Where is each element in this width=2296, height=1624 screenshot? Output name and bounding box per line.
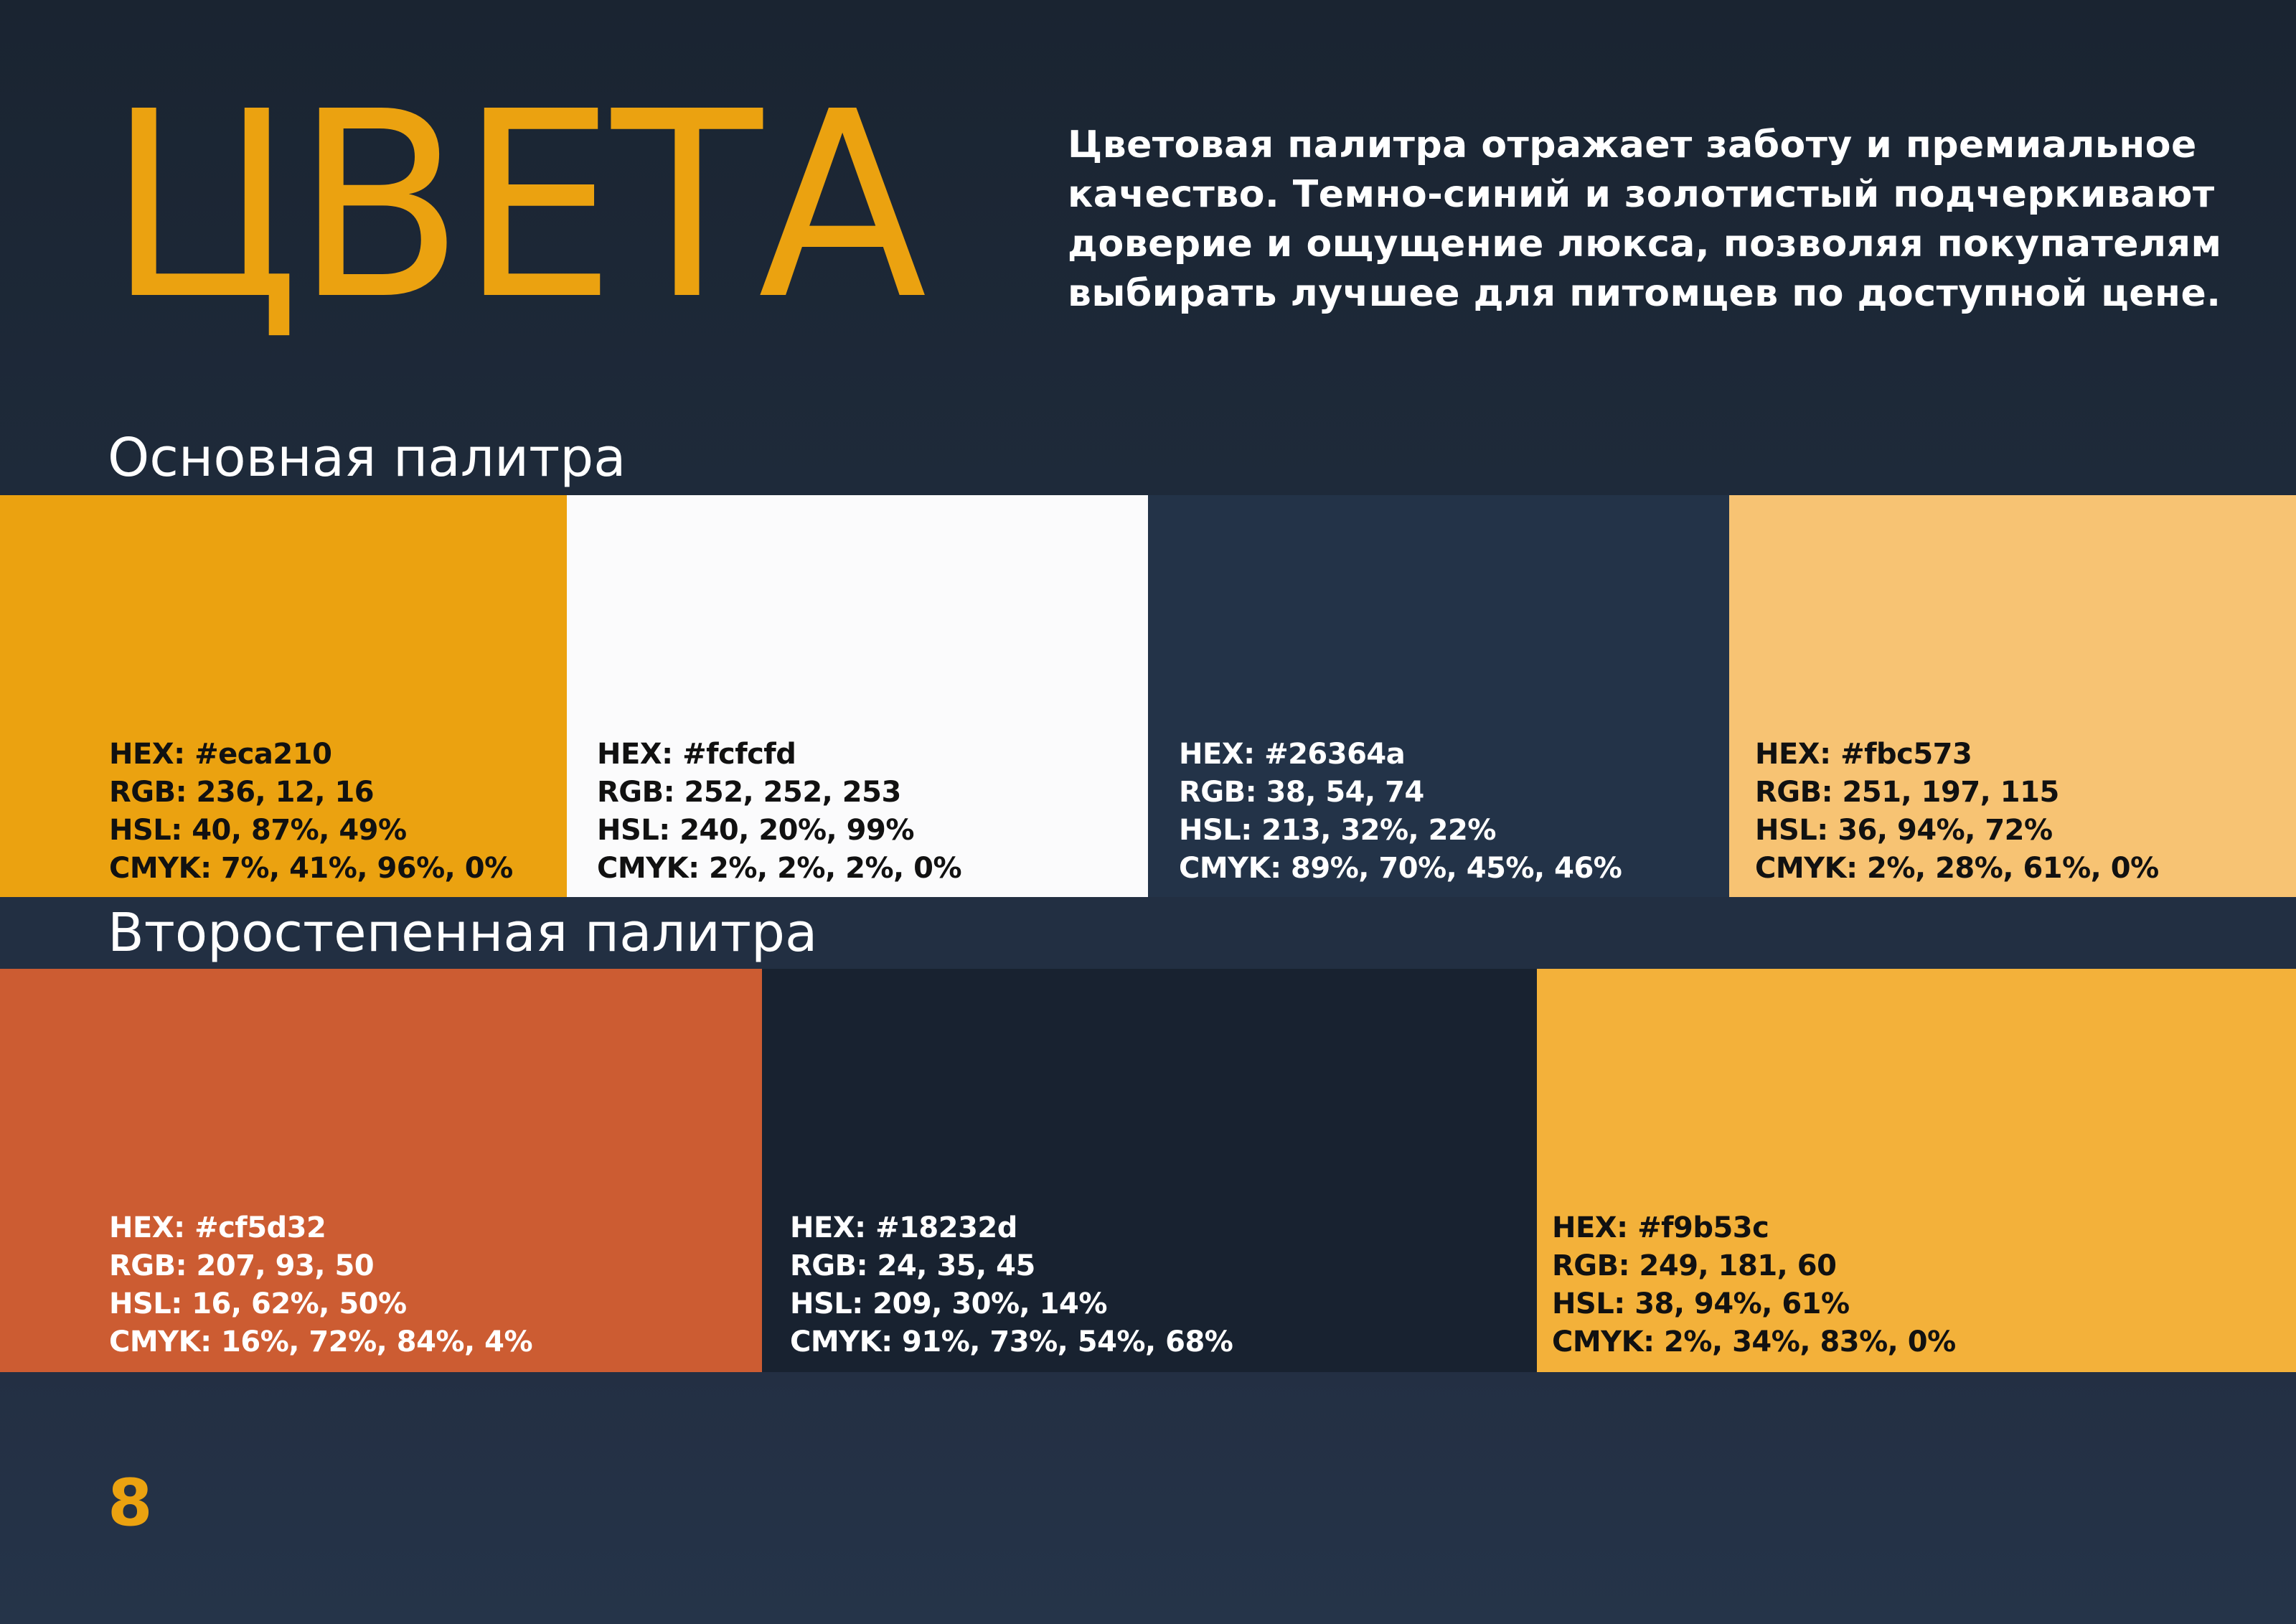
primary-swatch-1: [0, 495, 567, 897]
primary-swatch-4-info: HEX: #fbc573 RGB: 251, 197, 115 HSL: 36,…: [1755, 736, 2159, 888]
swatch-hex: HEX: #f9b53c: [1552, 1211, 1769, 1244]
swatch-cmyk: CMYK: 89%, 70%, 45%, 46%: [1179, 852, 1622, 885]
primary-swatch-3: [1148, 495, 1729, 897]
swatch-hsl: HSL: 16, 62%, 50%: [109, 1287, 407, 1320]
secondary-swatch-3-info: HEX: #f9b53c RGB: 249, 181, 60 HSL: 38, …: [1552, 1209, 1956, 1361]
swatch-cmyk: CMYK: 91%, 73%, 54%, 68%: [790, 1325, 1233, 1358]
swatch-cmyk: CMYK: 2%, 28%, 61%, 0%: [1755, 852, 2159, 885]
swatch-hex: HEX: #cf5d32: [109, 1211, 326, 1244]
page-title: ЦВЕТА: [108, 57, 927, 356]
swatch-hex: HEX: #fbc573: [1755, 738, 1972, 771]
swatch-hsl: HSL: 36, 94%, 72%: [1755, 814, 2053, 847]
primary-swatch-1-info: HEX: #eca210 RGB: 236, 12, 16 HSL: 40, 8…: [109, 736, 513, 888]
secondary-swatch-3: [1537, 969, 2296, 1372]
secondary-swatch-2-info: HEX: #18232d RGB: 24, 35, 45 HSL: 209, 3…: [790, 1209, 1233, 1361]
primary-palette-title: Основная палитра: [108, 427, 626, 489]
swatch-rgb: RGB: 207, 93, 50: [109, 1249, 375, 1282]
swatch-hsl: HSL: 213, 32%, 22%: [1179, 814, 1496, 847]
primary-swatch-4: [1729, 495, 2296, 897]
swatch-hex: HEX: #26364a: [1179, 738, 1406, 771]
swatch-cmyk: CMYK: 16%, 72%, 84%, 4%: [109, 1325, 533, 1358]
swatch-rgb: RGB: 251, 197, 115: [1755, 776, 2059, 809]
swatch-rgb: RGB: 252, 252, 253: [597, 776, 901, 809]
bottom-background: [0, 1372, 2296, 1624]
secondary-swatch-1: [0, 969, 762, 1372]
page-number: 8: [108, 1465, 153, 1541]
secondary-swatch-1-info: HEX: #cf5d32 RGB: 207, 93, 50 HSL: 16, 6…: [109, 1209, 533, 1361]
secondary-palette-title: Второстепенная палитра: [108, 902, 818, 964]
swatch-hex: HEX: #fcfcfd: [597, 738, 796, 771]
swatch-hsl: HSL: 38, 94%, 61%: [1552, 1287, 1850, 1320]
swatch-hex: HEX: #eca210: [109, 738, 332, 771]
swatch-rgb: RGB: 249, 181, 60: [1552, 1249, 1837, 1282]
primary-swatch-2-info: HEX: #fcfcfd RGB: 252, 252, 253 HSL: 240…: [597, 736, 962, 888]
swatch-hsl: HSL: 240, 20%, 99%: [597, 814, 914, 847]
secondary-swatch-2: [762, 969, 1537, 1372]
intro-paragraph: Цветовая палитра отражает заботу и преми…: [1068, 123, 2222, 315]
swatch-hsl: HSL: 40, 87%, 49%: [109, 814, 407, 847]
swatch-rgb: RGB: 236, 12, 16: [109, 776, 375, 809]
swatch-hex: HEX: #18232d: [790, 1211, 1017, 1244]
secondary-title-band: [0, 897, 2296, 969]
swatch-rgb: RGB: 38, 54, 74: [1179, 776, 1424, 809]
swatch-cmyk: CMYK: 2%, 2%, 2%, 0%: [597, 852, 962, 885]
primary-swatch-2: [567, 495, 1148, 897]
swatch-cmyk: CMYK: 7%, 41%, 96%, 0%: [109, 852, 513, 885]
swatch-hsl: HSL: 209, 30%, 14%: [790, 1287, 1107, 1320]
top-background: [0, 0, 2296, 495]
swatch-rgb: RGB: 24, 35, 45: [790, 1249, 1035, 1282]
primary-swatch-3-info: HEX: #26364a RGB: 38, 54, 74 HSL: 213, 3…: [1179, 736, 1622, 888]
swatch-cmyk: CMYK: 2%, 34%, 83%, 0%: [1552, 1325, 1956, 1358]
